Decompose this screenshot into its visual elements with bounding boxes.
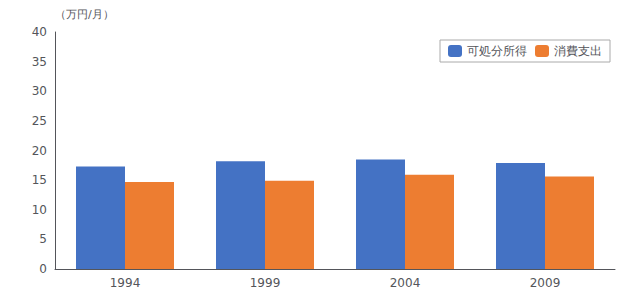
svg-text:（万円/月）: （万円/月） bbox=[55, 8, 114, 21]
svg-text:35: 35 bbox=[32, 55, 47, 69]
svg-text:5: 5 bbox=[39, 232, 47, 246]
svg-text:0: 0 bbox=[39, 262, 47, 276]
svg-text:15: 15 bbox=[32, 173, 47, 187]
svg-text:20: 20 bbox=[32, 144, 47, 158]
svg-text:25: 25 bbox=[32, 114, 47, 128]
svg-text:1994: 1994 bbox=[110, 276, 141, 290]
svg-text:1999: 1999 bbox=[250, 276, 281, 290]
svg-text:30: 30 bbox=[32, 84, 47, 98]
svg-text:40: 40 bbox=[32, 25, 47, 39]
svg-text:2004: 2004 bbox=[390, 276, 421, 290]
svg-text:2009: 2009 bbox=[530, 276, 561, 290]
svg-text:10: 10 bbox=[32, 203, 47, 217]
svg-text:可処分所得: 可処分所得 bbox=[467, 44, 527, 58]
svg-text:消費支出: 消費支出 bbox=[554, 44, 602, 58]
